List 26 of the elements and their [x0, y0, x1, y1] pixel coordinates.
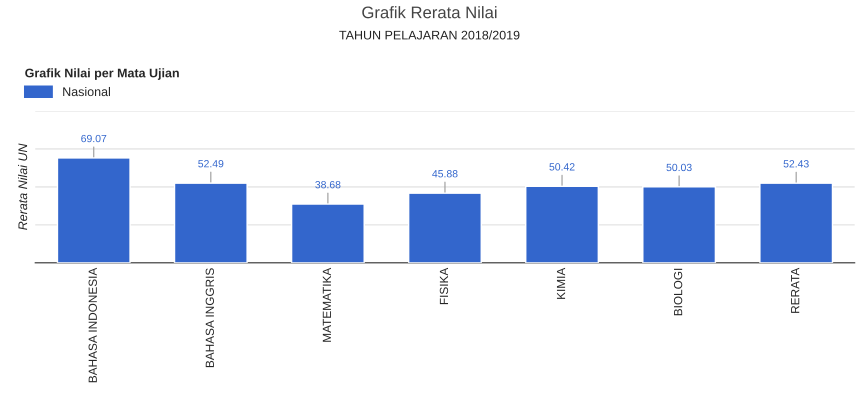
data-label: 38.68: [315, 180, 340, 188]
bar: [56, 157, 131, 263]
x-tick-label: BAHASA INGGRIS: [206, 268, 214, 368]
bar: [759, 182, 834, 263]
legend-label: Nasional: [63, 86, 110, 96]
bar: [642, 186, 716, 263]
x-tick-label: BIOLOGI: [674, 268, 682, 316]
x-tick-label: MATEMATIKA: [322, 268, 331, 342]
bar: [408, 192, 482, 263]
data-label: 45.88: [432, 170, 458, 178]
x-tick-label: KIMIA: [556, 268, 566, 299]
data-label: 52.43: [784, 160, 809, 168]
x-tick-label: BAHASA INDONESIA: [88, 268, 97, 382]
data-label: 50.42: [549, 163, 575, 171]
chart-subtitle: TAHUN PELAJARAN 2018/2019: [339, 30, 520, 40]
bar: [290, 203, 365, 263]
legend-title: Grafik Nilai per Mata Ujian: [25, 68, 179, 80]
bar: [525, 186, 600, 263]
bar: [174, 182, 248, 263]
data-label: 50.03: [666, 164, 692, 172]
data-label: 52.49: [198, 160, 224, 168]
y-axis-title: Rerata Nilai UN: [18, 143, 28, 230]
chart-title: Grafik Rerata Nilai: [362, 6, 496, 18]
x-tick-label: RERATA: [791, 268, 800, 313]
data-label: 69.07: [81, 134, 106, 142]
x-tick-label: FISIKA: [440, 268, 448, 304]
